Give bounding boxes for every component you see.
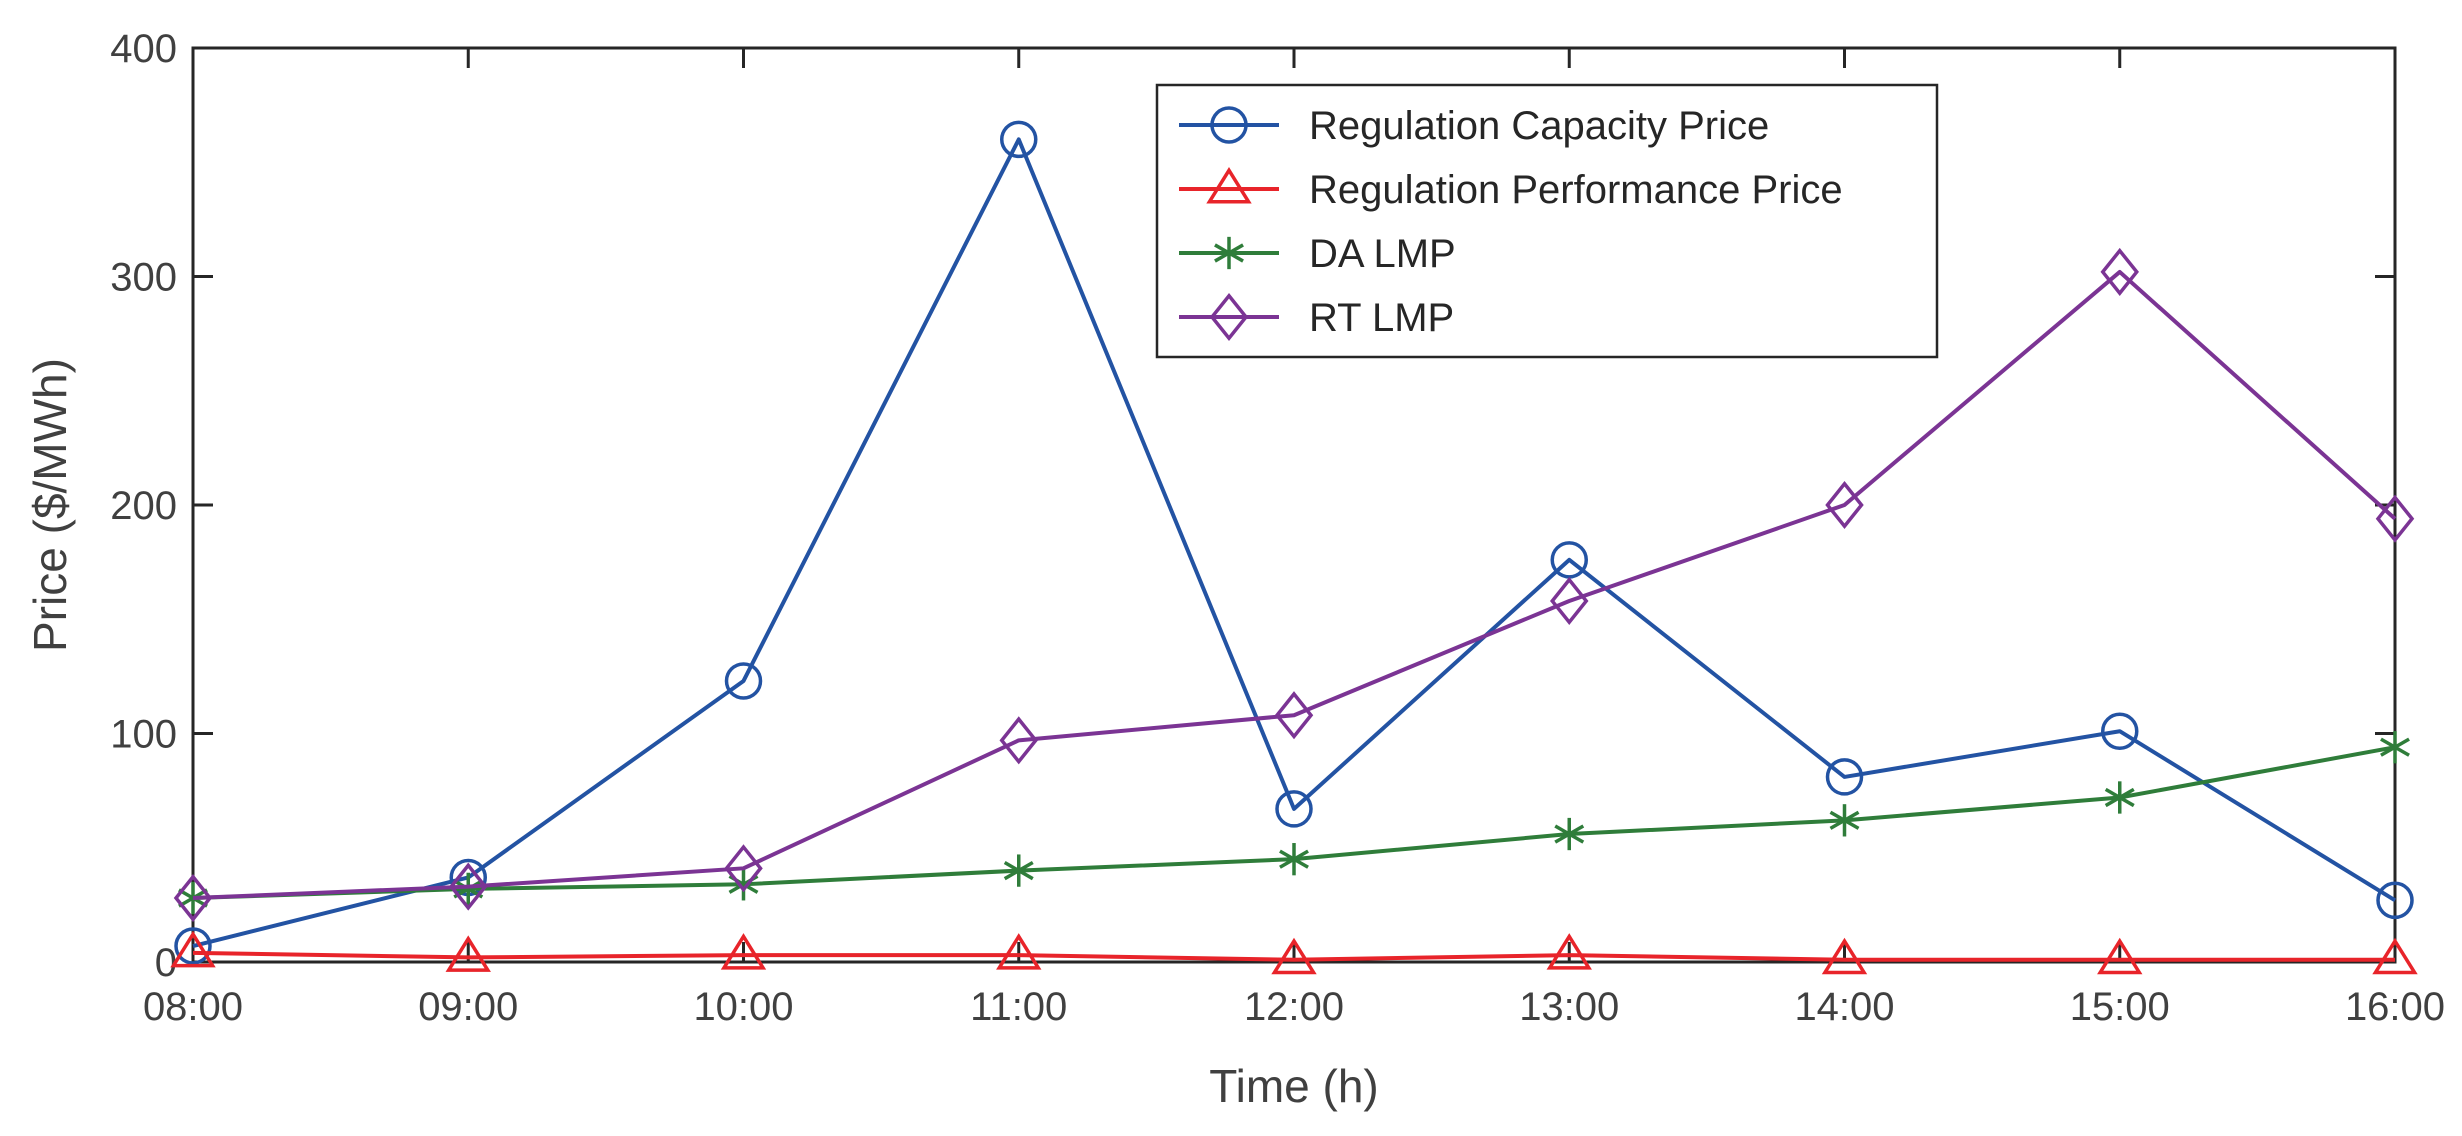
marker-triangle: [1271, 937, 1317, 975]
marker-asterisk: [1003, 854, 1034, 887]
marker-diamond: [173, 873, 213, 923]
marker-diamond: [2375, 494, 2415, 543]
marker-circle: [1210, 106, 1248, 144]
x-tick-label: 16:00: [2345, 985, 2445, 1029]
legend-entry: RT LMP: [1179, 292, 1454, 342]
marker-asterisk: [1279, 843, 1309, 876]
marker-circle: [2101, 712, 2139, 750]
x-tick-label: 12:00: [1244, 985, 1344, 1029]
marker-asterisk: [1554, 817, 1585, 851]
series-1: [170, 930, 2418, 975]
marker-diamond: [2100, 247, 2139, 296]
x-tick-label: 14:00: [1794, 985, 1894, 1029]
marker-asterisk: [2104, 781, 2135, 814]
series-2: [178, 731, 2410, 915]
axes: 08:00 09:00 10:00 11:00 12:00 13:00 14:00 15:00…: [110, 27, 2445, 1029]
legend-box: [1155, 83, 1939, 359]
marker-diamond: [1825, 480, 1864, 530]
marker-asterisk-stroke: [2380, 737, 2410, 757]
marker-asterisk: [1214, 236, 1244, 270]
marker-triangle: [996, 933, 1042, 970]
y-axis-title: Price ($/MWh): [24, 358, 76, 652]
marker-circle: [1825, 758, 1864, 796]
marker-circle: [174, 927, 212, 965]
x-tick-label: 08:00: [143, 985, 243, 1029]
legend-label: DA LMP: [1309, 232, 1456, 276]
marker-circle: [1275, 790, 1313, 828]
marker-asterisk-stroke: [2104, 787, 2135, 808]
marker-diamond: [999, 716, 1038, 765]
x-tick-label: 15:00: [2070, 985, 2170, 1029]
legend-entry: Regulation Performance Price: [1179, 166, 1843, 212]
series-group: [170, 120, 2418, 975]
x-axis-title: Time (h): [1209, 1060, 1379, 1112]
marker-circle: [1000, 120, 1038, 159]
legend: Regulation Capacity Price Regulation Perf…: [1155, 83, 1939, 359]
marker-diamond: [1209, 292, 1249, 342]
x-tick-label: 10:00: [693, 985, 793, 1029]
marker-circle: [724, 662, 763, 700]
marker-asterisk-stroke: [1279, 849, 1309, 869]
marker-asterisk-stroke: [1554, 824, 1585, 844]
marker-asterisk-stroke: [1829, 810, 1860, 830]
y-tick-label: 400: [110, 27, 177, 71]
marker-triangle: [1546, 933, 1592, 970]
marker-asterisk-stroke: [1003, 861, 1034, 881]
legend-label: Regulation Performance Price: [1309, 168, 1843, 212]
marker-triangle: [1821, 937, 1868, 975]
marker-asterisk-stroke: [1214, 243, 1244, 263]
legend-label: Regulation Capacity Price: [1309, 104, 1769, 148]
marker-circle: [2376, 881, 2414, 920]
marker-triangle: [1206, 166, 1252, 204]
legend-entry: Regulation Capacity Price: [1179, 104, 1769, 148]
marker-triangle: [445, 935, 491, 972]
marker-diamond: [1274, 691, 1314, 740]
marker-diamond: [449, 862, 488, 911]
series-0: [174, 120, 2414, 965]
marker-triangle: [720, 933, 767, 970]
y-tick-label: 300: [110, 256, 177, 300]
marker-circle: [1550, 541, 1588, 579]
marker-asterisk: [2380, 731, 2410, 764]
y-tick-label: 0: [155, 941, 177, 985]
x-tick-label: 13:00: [1519, 985, 1619, 1029]
marker-triangle: [2372, 937, 2418, 975]
marker-diamond: [1550, 576, 1589, 626]
marker-asterisk: [1829, 804, 1860, 837]
legend-entry: DA LMP: [1179, 232, 1456, 276]
marker-triangle: [2097, 937, 2143, 975]
series-line: [192, 137, 2397, 948]
series-3: [173, 247, 2415, 923]
legend-label: RT LMP: [1309, 296, 1454, 340]
x-tick-label: 09:00: [418, 985, 518, 1029]
series-line: [192, 950, 2395, 962]
y-tick-label: 200: [110, 484, 177, 528]
marker-diamond: [724, 844, 763, 893]
series-line: [192, 269, 2397, 901]
marker-triangle: [170, 930, 216, 968]
y-tick-label: 100: [110, 713, 177, 757]
x-tick-label: 11:00: [970, 985, 1067, 1029]
